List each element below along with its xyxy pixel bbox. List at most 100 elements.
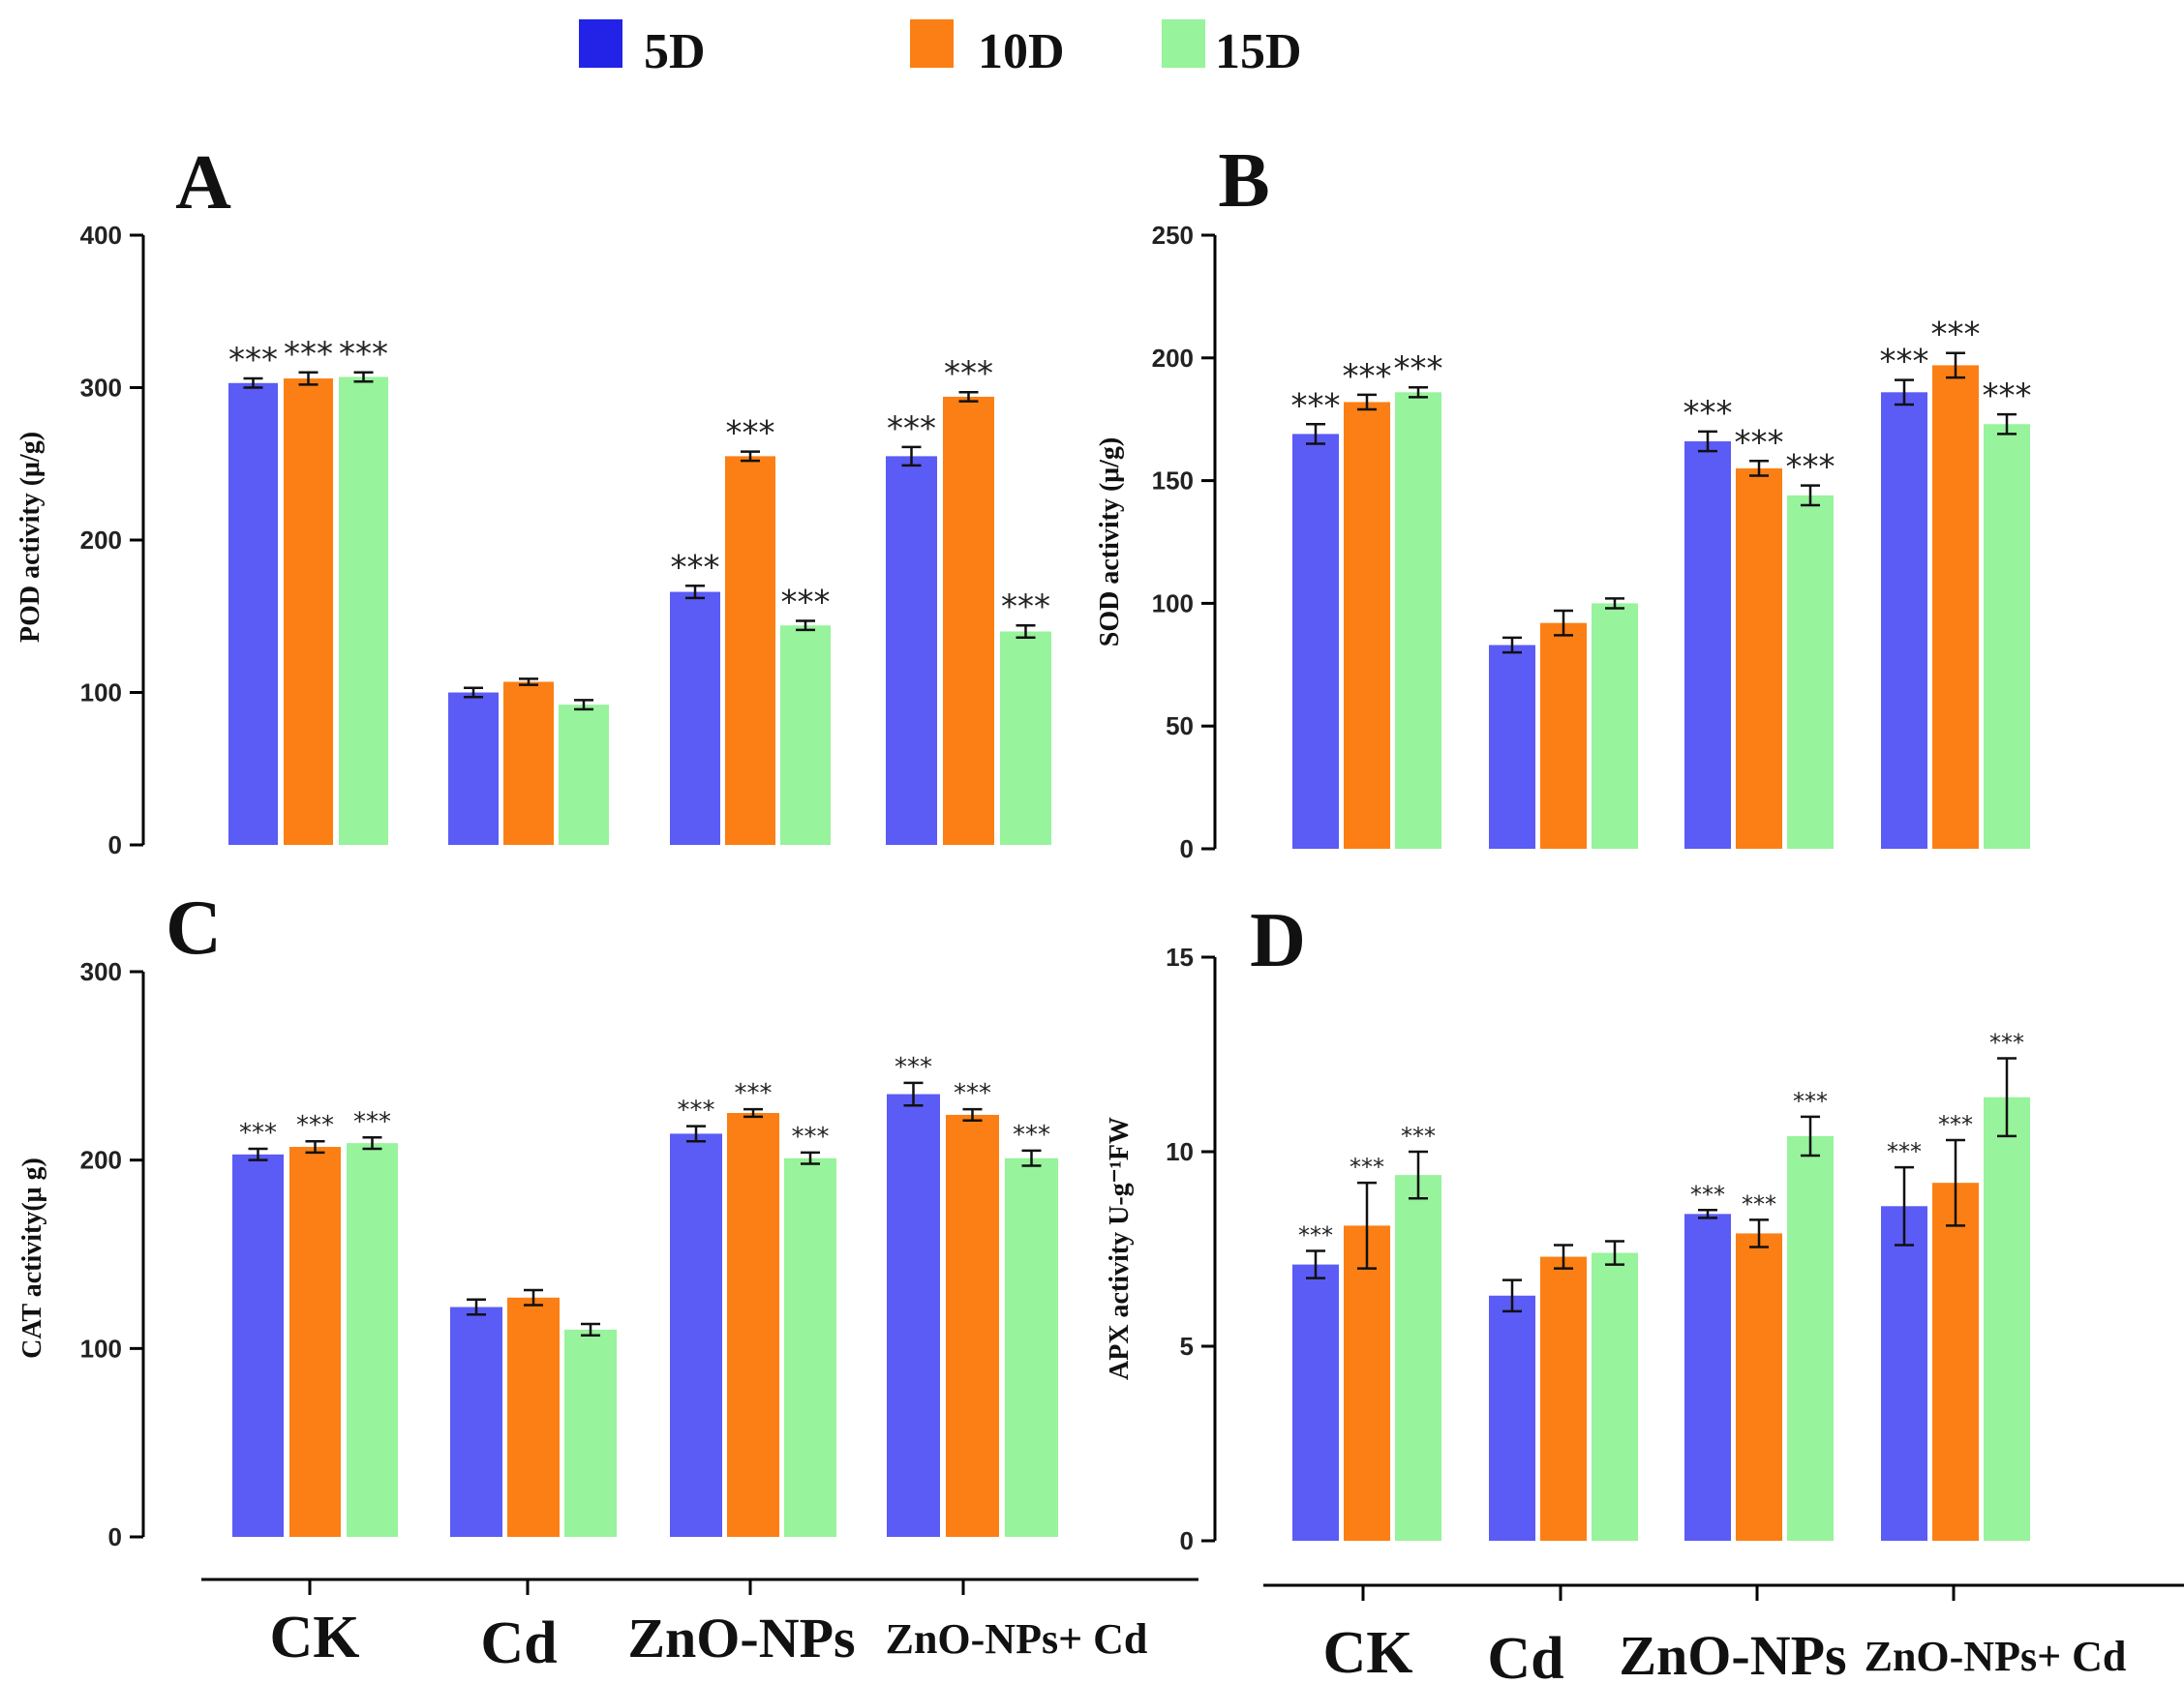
bar-c-3-5d [887, 1094, 940, 1537]
bar-d-0-10d [1344, 1225, 1390, 1541]
y-axis-label: CAT activity(μ g) [17, 1158, 47, 1359]
panel-c-cat-chart: C 0 100 200 300 CAT activity(μ g) *** *** *** ***… [17, 886, 1058, 1551]
y-axis-label: APX activity U-g⁻¹FW [1105, 1117, 1135, 1380]
significance-marker: *** [1887, 1138, 1922, 1165]
bar-a-1-15d [559, 705, 609, 845]
significance-marker: *** [1350, 1154, 1384, 1181]
significance-marker: *** [239, 1119, 277, 1148]
significance-marker: *** [1343, 357, 1392, 396]
bar-c-0-5d [232, 1154, 284, 1537]
significance-marker: *** [1880, 343, 1929, 381]
legend-swatch-10d [910, 19, 954, 68]
bar-b-1-5d [1489, 645, 1535, 849]
significance-marker: *** [792, 1123, 830, 1152]
bar-c-1-10d [507, 1297, 560, 1537]
bar-a-0-5d [228, 382, 278, 845]
bar-d-0-5d [1292, 1264, 1339, 1541]
legend-label-10d: 10D [978, 24, 1065, 79]
y-tick-label: 200 [80, 526, 122, 555]
legend: 5D 10D 15D [579, 19, 1302, 79]
bar-d-1-10d [1540, 1256, 1587, 1541]
category-label-cd-right: Cd [1487, 1626, 1563, 1684]
significance-marker: *** [781, 583, 831, 621]
bar-a-0-15d [339, 376, 388, 845]
significance-marker: *** [895, 1053, 932, 1082]
bar-c-3-10d [946, 1114, 999, 1537]
significance-marker: *** [1401, 1123, 1436, 1150]
significance-marker: *** [1001, 587, 1050, 626]
bar-b-3-5d [1881, 392, 1927, 849]
bar-c-3-15d [1005, 1158, 1058, 1537]
bar-a-1-10d [503, 681, 554, 845]
bar-a-0-10d [284, 378, 333, 845]
bar-a-2-5d [670, 591, 720, 845]
y-tick-label: 50 [1166, 711, 1194, 740]
bar-d-3-15d [1984, 1097, 2030, 1541]
y-tick-label: 400 [80, 221, 122, 250]
bar-d-0-15d [1395, 1175, 1441, 1541]
bar-d-1-5d [1489, 1295, 1535, 1541]
y-tick-label: 5 [1180, 1332, 1194, 1361]
y-tick-label: 100 [1152, 588, 1194, 617]
legend-swatch-5d [579, 19, 622, 68]
y-tick-label: 0 [1180, 834, 1194, 863]
significance-marker: *** [1793, 1088, 1828, 1115]
bar-b-1-10d [1540, 622, 1587, 849]
bar-c-0-15d [347, 1143, 398, 1537]
y-axis-label: POD activity (μ/g) [15, 432, 46, 643]
significance-marker: *** [954, 1079, 991, 1108]
significance-marker: *** [1291, 386, 1341, 425]
bar-a-3-10d [943, 396, 994, 845]
significance-marker: *** [1013, 1121, 1050, 1150]
bar-a-3-5d [886, 456, 937, 845]
bar-c-0-10d [289, 1147, 341, 1537]
significance-marker: *** [228, 341, 278, 379]
significance-marker: *** [726, 414, 775, 453]
bar-d-3-10d [1932, 1183, 1979, 1541]
significance-marker: *** [339, 335, 388, 374]
y-tick-label: 0 [1180, 1526, 1194, 1555]
significance-marker: *** [735, 1079, 773, 1108]
bar-d-2-5d [1684, 1214, 1731, 1541]
bar-a-2-15d [780, 625, 831, 845]
category-axis-right: CK Cd ZnO-NPs ZnO-NPs+ Cd [1263, 1583, 2184, 1684]
significance-marker: *** [1735, 423, 1784, 462]
category-label-zno-right: ZnO-NPs [1619, 1624, 1846, 1684]
significance-marker: *** [1983, 376, 2032, 415]
significance-marker: *** [1938, 1111, 1973, 1138]
bar-c-1-15d [564, 1329, 617, 1537]
category-label-zno-cd-right: ZnO-NPs+ Cd [1865, 1633, 2127, 1680]
category-label-cd-left: Cd [480, 1610, 557, 1676]
bar-b-0-10d [1344, 402, 1390, 849]
significance-marker: *** [353, 1107, 391, 1136]
significance-marker: *** [887, 409, 936, 448]
significance-marker: *** [296, 1111, 334, 1140]
y-tick-label: 300 [80, 957, 122, 986]
legend-label-15d: 15D [1215, 24, 1302, 79]
category-label-ck-left: CK [270, 1605, 360, 1670]
category-label-ck-right: CK [1323, 1620, 1413, 1684]
category-axis-left: CK Cd ZnO-NPs ZnO-NPs+ Cd [201, 1578, 1198, 1676]
bar-b-3-15d [1984, 424, 2030, 849]
panel-letter-a: A [175, 140, 231, 226]
significance-marker: *** [1394, 349, 1443, 388]
bar-c-2-5d [670, 1133, 722, 1537]
bar-b-0-5d [1292, 434, 1339, 849]
bar-a-2-10d [725, 456, 775, 845]
panel-letter-d: D [1250, 898, 1306, 983]
significance-marker: *** [1931, 316, 1981, 354]
bar-c-2-15d [784, 1158, 836, 1537]
bar-a-1-5d [448, 692, 499, 845]
category-label-zno-left: ZnO-NPs [627, 1607, 855, 1669]
y-tick-label: 15 [1166, 943, 1194, 972]
bar-b-1-15d [1592, 603, 1638, 849]
y-tick-label: 0 [108, 1522, 122, 1551]
bar-b-2-5d [1684, 441, 1731, 849]
bar-b-0-15d [1395, 392, 1441, 849]
y-tick-label: 150 [1152, 466, 1194, 496]
y-tick-label: 200 [80, 1146, 122, 1175]
significance-marker: *** [671, 548, 720, 586]
significance-marker: *** [1298, 1222, 1333, 1249]
